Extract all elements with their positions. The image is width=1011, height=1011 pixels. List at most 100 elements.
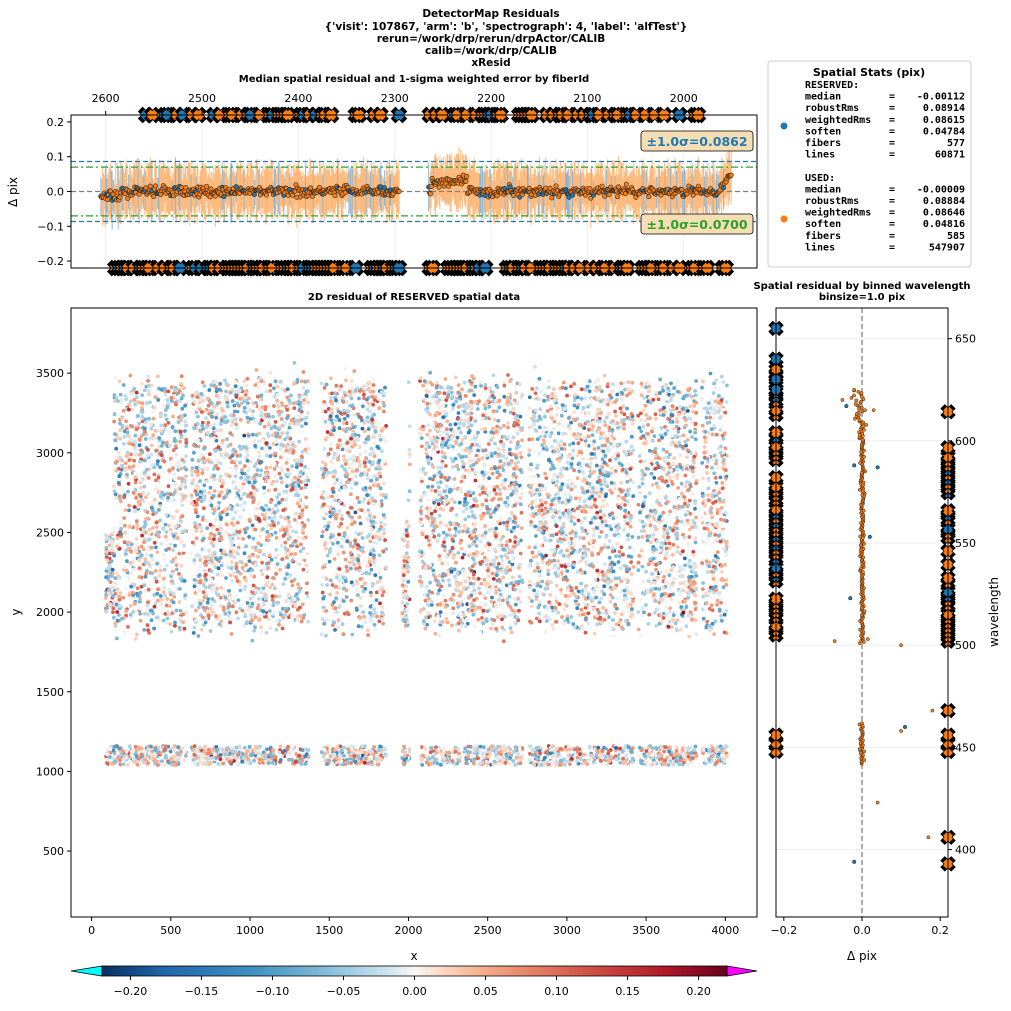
residual-point	[650, 527, 655, 532]
residual-point	[400, 600, 405, 605]
residual-point	[279, 480, 284, 485]
residual-point	[372, 441, 377, 446]
residual-point	[349, 744, 354, 749]
residual-point	[184, 467, 189, 472]
residual-point	[290, 744, 295, 748]
residual-point	[640, 606, 645, 610]
residual-point	[652, 595, 657, 600]
residual-point	[553, 571, 558, 575]
residual-point	[382, 403, 386, 408]
residual-point	[554, 524, 559, 528]
residual-point	[715, 507, 720, 512]
residual-point	[616, 560, 621, 564]
residual-point	[688, 404, 692, 409]
residual-point	[207, 560, 212, 565]
residual-point	[164, 563, 169, 568]
used-point	[151, 193, 157, 199]
residual-point	[429, 511, 434, 516]
residual-point	[641, 408, 646, 413]
residual-point	[180, 498, 185, 502]
residual-point	[229, 560, 234, 565]
residual-point	[350, 577, 355, 582]
residual-point	[478, 441, 483, 446]
residual-point	[160, 606, 165, 611]
residual-point	[457, 628, 461, 633]
residual-point	[709, 398, 714, 403]
residual-point	[163, 593, 168, 598]
residual-point	[151, 416, 156, 421]
residual-point	[575, 476, 580, 481]
residual-point	[123, 508, 128, 512]
residual-point	[685, 747, 690, 752]
residual-point	[342, 417, 347, 421]
residual-point	[245, 453, 250, 458]
residual-point	[402, 555, 406, 559]
residual-point	[244, 383, 249, 388]
residual-point	[638, 459, 643, 464]
residual-point	[131, 610, 136, 614]
residual-point	[306, 619, 310, 624]
residual-point	[445, 554, 449, 559]
residual-point	[355, 587, 359, 591]
residual-point	[471, 551, 476, 556]
residual-point	[459, 430, 463, 435]
residual-point	[487, 476, 491, 481]
residual-point	[644, 603, 648, 607]
used-point	[212, 193, 218, 199]
residual-point	[190, 540, 195, 545]
residual-point	[190, 473, 195, 478]
residual-point	[428, 750, 433, 755]
residual-point	[675, 468, 680, 472]
residual-point	[268, 383, 273, 388]
residual-point	[664, 600, 669, 605]
residual-point	[259, 625, 263, 629]
residual-point	[242, 433, 247, 438]
residual-point	[691, 550, 696, 554]
residual-point	[586, 457, 590, 462]
residual-point	[667, 388, 671, 393]
residual-point	[492, 417, 497, 422]
residual-point	[162, 403, 167, 408]
residual-point	[182, 543, 186, 548]
residual-point	[605, 415, 609, 420]
residual-point	[495, 409, 499, 414]
residual-point	[606, 412, 611, 416]
residual-point	[554, 746, 559, 751]
residual-point	[257, 597, 261, 601]
residual-point	[114, 571, 119, 576]
residual-point	[654, 481, 659, 486]
residual-point	[301, 385, 306, 390]
residual-point	[605, 502, 610, 507]
residual-point	[519, 510, 524, 515]
used-point	[125, 195, 131, 201]
residual-point	[473, 478, 478, 483]
right-panel-subtitle: binsize=1.0 pix	[819, 292, 906, 303]
residual-point	[208, 485, 213, 490]
ytick-label: 0.0	[47, 186, 65, 199]
residual-point	[220, 560, 225, 565]
residual-point	[640, 481, 645, 486]
residual-point	[234, 566, 239, 571]
residual-point	[232, 553, 237, 557]
residual-point	[159, 602, 164, 606]
residual-point	[373, 429, 378, 434]
residual-point	[323, 419, 328, 424]
residual-point	[528, 467, 532, 472]
residual-point	[537, 619, 542, 624]
residual-point	[352, 454, 356, 458]
residual-point	[277, 622, 281, 627]
residual-point	[306, 411, 310, 415]
residual-point	[270, 409, 274, 414]
residual-point	[139, 553, 144, 558]
residual-point	[443, 548, 447, 553]
residual-point	[636, 568, 641, 573]
residual-point	[163, 522, 168, 527]
residual-point	[369, 446, 374, 451]
residual-point	[258, 549, 263, 553]
residual-point	[687, 535, 692, 539]
residual-point	[217, 500, 222, 505]
residual-point	[172, 744, 177, 748]
residual-point	[324, 633, 328, 638]
residual-point	[297, 414, 302, 419]
